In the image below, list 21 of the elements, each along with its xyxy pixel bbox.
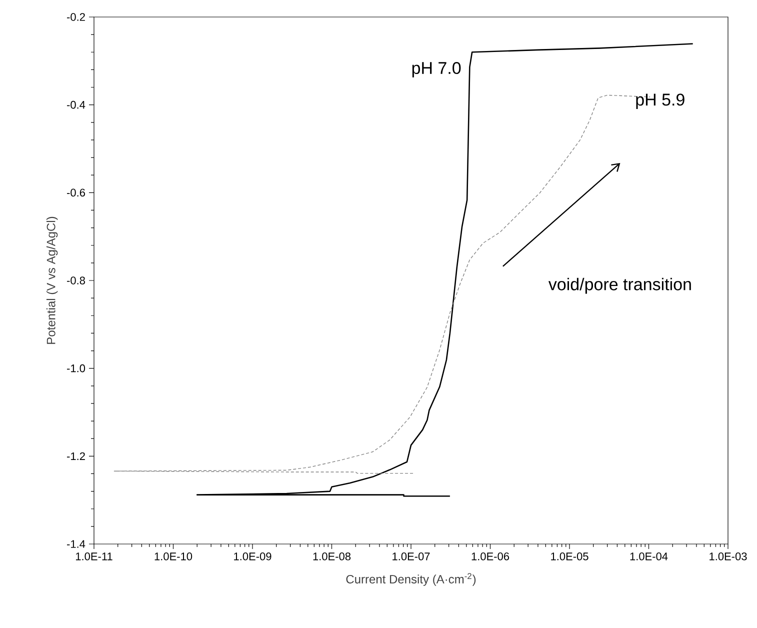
annotation: void/pore transition — [548, 278, 691, 294]
x-tick-label: 1.0E-06 — [472, 552, 510, 560]
x-tick-label: 1.0E-11 — [76, 552, 112, 560]
x-tick-label: 1.0E-09 — [234, 552, 272, 560]
x-tick-label: 1.0E-08 — [313, 552, 351, 560]
y-tick-label: -1.2 — [67, 452, 85, 460]
series-label: pH 7.0 — [412, 62, 461, 78]
x-axis-title: Current Density (A·cm$^{-2}$) — [346, 573, 476, 586]
x-tick-label: 1.0E-07 — [392, 552, 430, 560]
x-tick-label: 1.0E-03 — [710, 552, 747, 560]
y-tick-label: -0.4 — [67, 100, 86, 109]
y-tick-label: -0.2 — [67, 13, 85, 21]
y-axis-title: Potential (V vs Ag/AgCl) — [46, 216, 58, 344]
y-tick-label: -0.6 — [67, 188, 85, 197]
x-tick-label: 1.0E-05 — [551, 552, 588, 560]
x-tick-label: 1.0E-10 — [154, 552, 192, 560]
series-label: pH 5.9 — [636, 94, 684, 110]
y-tick-label: -0.8 — [67, 276, 85, 284]
y-tick-label: -1.4 — [67, 540, 86, 548]
y-tick-label: -1.0 — [67, 364, 86, 372]
x-tick-label: 1.0E-04 — [630, 552, 668, 560]
